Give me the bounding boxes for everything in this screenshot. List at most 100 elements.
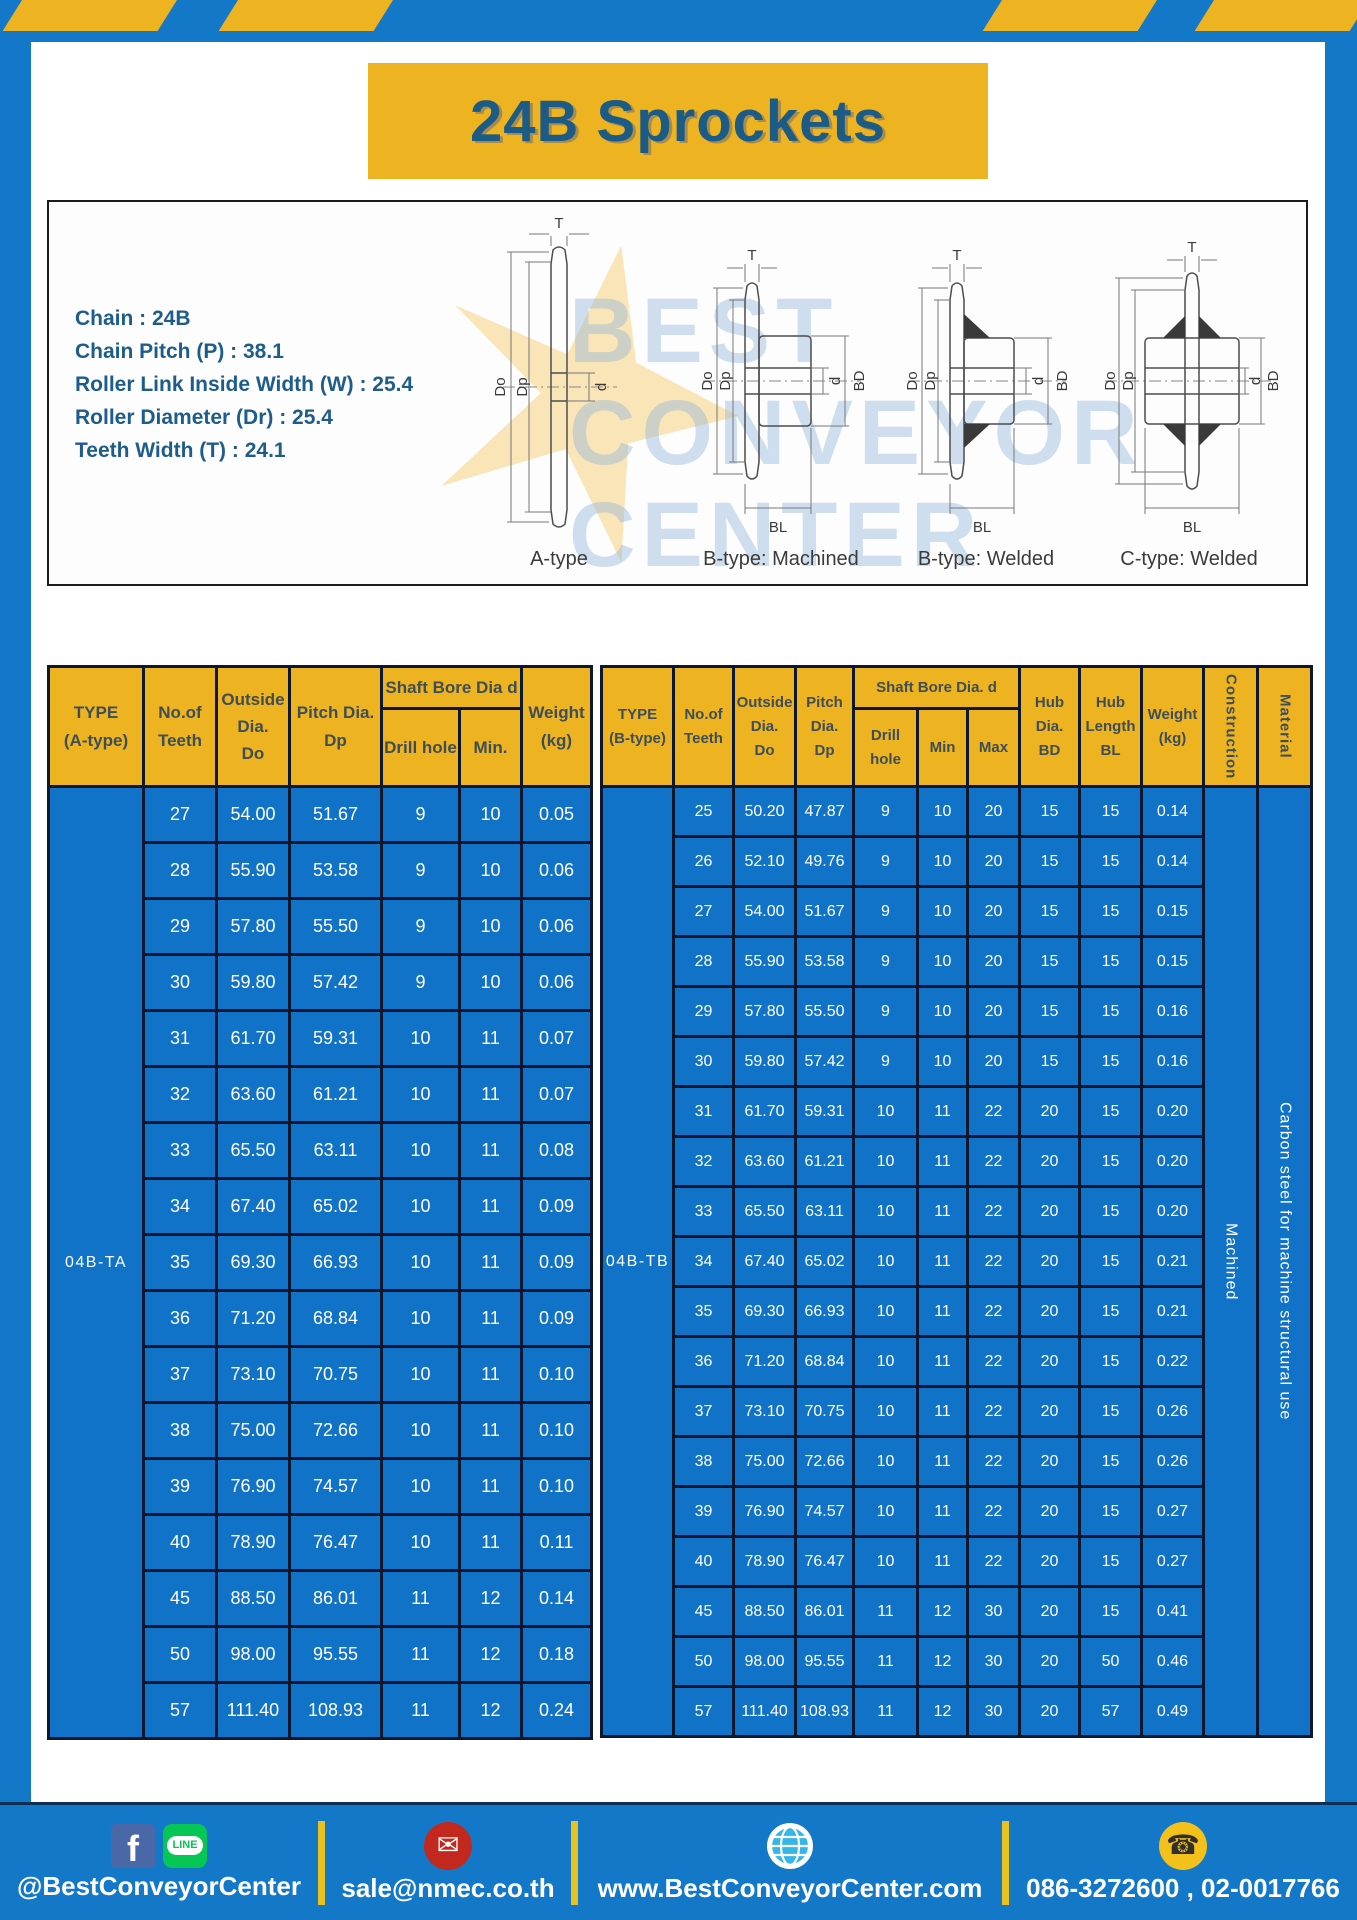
data-cell: 20: [1018, 1385, 1081, 1438]
data-cell: 71.20: [215, 1289, 291, 1348]
data-cell: 20: [966, 835, 1021, 888]
data-cell: 10: [458, 953, 523, 1012]
table-row: 35 69.30 66.93 10 11 22 20 15 0.21: [602, 1285, 1312, 1338]
svg-text:BL: BL: [973, 519, 991, 536]
data-cell: 22: [966, 1285, 1021, 1338]
data-cell: 63.11: [288, 1121, 383, 1180]
column-header-shaft-bore: Shaft Bore Dia. d: [852, 665, 1021, 710]
data-cell: 28: [142, 841, 218, 900]
spec-teeth-width: Teeth Width (T) : 24.1: [75, 439, 286, 462]
data-cell: 98.00: [215, 1625, 291, 1684]
data-cell: 15: [1078, 885, 1143, 938]
column-header-drill-hole: Drill hole: [852, 707, 919, 788]
phone-group: ☎ 086-3272600 , 02-0017766: [1009, 1821, 1357, 1904]
data-cell: 0.16: [1140, 1035, 1205, 1088]
table-row: 31 61.70 59.31 10 11 22 20 15 0.20: [602, 1085, 1312, 1138]
data-cell: 10: [916, 885, 969, 938]
data-cell: 15: [1078, 1185, 1143, 1238]
table-row: 04B-TA 27 54.00 51.67 9 10 0.05: [47, 785, 593, 1740]
data-cell: 0.20: [1140, 1185, 1205, 1238]
column-header-max: Max: [966, 707, 1021, 788]
table-row: 45 88.50 86.01 11 12 0.14: [49, 1569, 593, 1628]
svg-text:Dp: Dp: [922, 371, 939, 390]
drawing-c-type-welded: Do Dp T d BD BL C-type:: [1097, 216, 1281, 571]
data-cell: 74.57: [794, 1485, 855, 1538]
data-cell: 65.50: [215, 1121, 291, 1180]
top-stripe: [218, 0, 393, 31]
svg-text:Dp: Dp: [1120, 371, 1137, 390]
svg-text:BL: BL: [769, 519, 787, 536]
column-header-teeth: No.of Teeth: [672, 665, 735, 788]
data-cell: 59.31: [794, 1085, 855, 1138]
table-row: 38 75.00 72.66 10 11 22 20 15 0.26: [602, 1435, 1312, 1488]
column-header-pitch-dia: Pitch Dia. Dp: [794, 665, 855, 788]
data-cell: 10: [380, 1121, 461, 1180]
table-row: 29 57.80 55.50 9 10 0.06: [49, 897, 593, 956]
data-cell: 20: [966, 935, 1021, 988]
data-cell: 10: [852, 1485, 919, 1538]
data-cell: 50: [672, 1635, 735, 1688]
data-cell: 0.16: [1140, 985, 1205, 1038]
data-cell: 27: [672, 885, 735, 938]
footer-divider: [1002, 1820, 1009, 1905]
data-cell: 0.08: [520, 1121, 593, 1180]
data-cell: 10: [380, 1177, 461, 1236]
data-cell: 11: [916, 1535, 969, 1588]
data-cell: 10: [852, 1335, 919, 1388]
svg-text:Do: Do: [904, 371, 921, 390]
svg-text:d: d: [827, 377, 844, 385]
data-cell: 15: [1078, 1035, 1143, 1088]
data-cell: 10: [380, 1345, 461, 1404]
data-cell: 9: [380, 897, 461, 956]
data-cell: 95.55: [288, 1625, 383, 1684]
data-cell: 57.80: [215, 897, 291, 956]
data-cell: 11: [916, 1285, 969, 1338]
data-cell: 9: [852, 985, 919, 1038]
data-cell: 0.07: [520, 1065, 593, 1124]
data-cell: 27: [142, 785, 218, 844]
data-cell: 0.49: [1140, 1685, 1205, 1738]
data-cell: 0.09: [520, 1233, 593, 1292]
data-cell: 30: [672, 1035, 735, 1088]
construction-cell: Machined: [1202, 785, 1259, 1738]
data-cell: 111.40: [732, 1685, 797, 1738]
data-cell: 55.90: [732, 935, 797, 988]
data-cell: 12: [916, 1635, 969, 1688]
data-cell: 67.40: [215, 1177, 291, 1236]
data-cell: 73.10: [732, 1385, 797, 1438]
watermark-text: BEST CONVEYOR CENTER: [569, 280, 1304, 584]
data-cell: 38: [142, 1401, 218, 1460]
data-cell: 86.01: [794, 1585, 855, 1638]
data-cell: 68.84: [288, 1289, 383, 1348]
data-cell: 10: [916, 1035, 969, 1088]
svg-text:T: T: [554, 216, 563, 232]
data-cell: 0.26: [1140, 1435, 1205, 1488]
data-cell: 9: [852, 1035, 919, 1088]
data-cell: 20: [1018, 1635, 1081, 1688]
table-row: 33 65.50 63.11 10 11 22 20 15 0.20: [602, 1185, 1312, 1238]
data-cell: 10: [852, 1285, 919, 1338]
data-cell: 15: [1078, 835, 1143, 888]
a-type-table-body: 04B-TA 27 54.00 51.67 9 10 0.05 28 55.90 53.58 9 10…: [47, 785, 593, 1740]
table-row: 34 67.40 65.02 10 11 0.09: [49, 1177, 593, 1236]
data-cell: 22: [966, 1185, 1021, 1238]
column-header-pitch-dia: Pitch Dia. Dp: [288, 665, 383, 788]
data-cell: 53.58: [288, 841, 383, 900]
type-cell: 04B-TB: [600, 785, 675, 1738]
data-cell: 50: [142, 1625, 218, 1684]
footer-contact-bar: f LINE @BestConveyorCenter ✉ sale@nmec.c…: [0, 1802, 1357, 1920]
data-cell: 20: [1018, 1585, 1081, 1638]
column-header-teeth: No.of Teeth: [142, 665, 218, 788]
data-cell: 11: [380, 1625, 461, 1684]
data-cell: 10: [852, 1435, 919, 1488]
svg-text:d: d: [593, 383, 610, 391]
table-row: 39 76.90 74.57 10 11 0.10: [49, 1457, 593, 1516]
data-cell: 12: [458, 1681, 523, 1740]
data-cell: 15: [1018, 785, 1081, 838]
data-cell: 61.70: [215, 1009, 291, 1068]
data-cell: 12: [916, 1585, 969, 1638]
data-cell: 10: [380, 1457, 461, 1516]
sprocket-section-b-machined: Do Dp T d BD BL: [699, 247, 868, 536]
data-cell: 63.11: [794, 1185, 855, 1238]
data-cell: 108.93: [288, 1681, 383, 1740]
